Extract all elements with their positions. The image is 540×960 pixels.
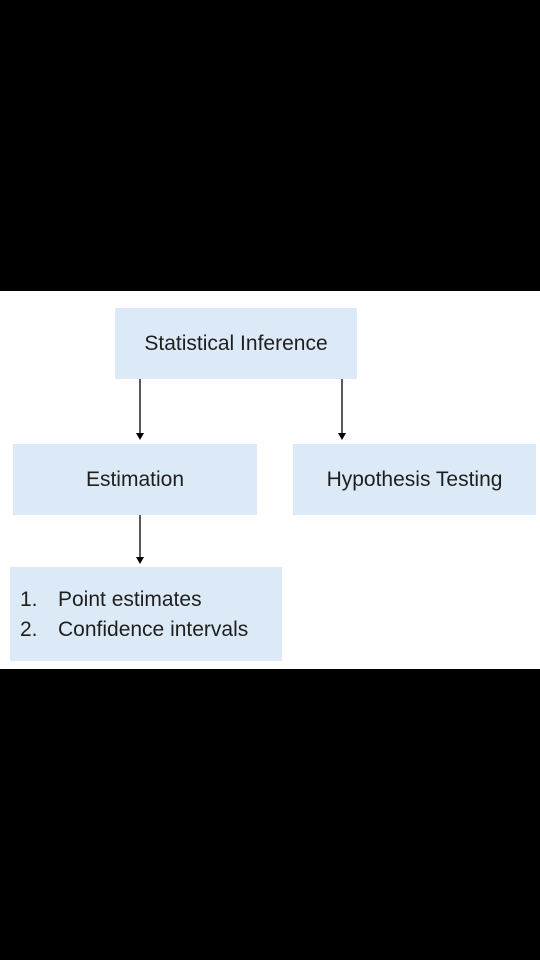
diagram-slide: Statistical Inference Estimation Hypothe… <box>0 291 540 669</box>
letterbox-bottom <box>0 669 540 960</box>
list-item: 1. Point estimates <box>20 585 282 615</box>
list-number: 2. <box>20 618 38 641</box>
node-statistical-inference: Statistical Inference <box>115 308 357 379</box>
letterbox-top <box>0 0 540 291</box>
node-label: Estimation <box>85 467 185 491</box>
edge-root-to-estimation <box>136 377 144 440</box>
node-estimation: Estimation <box>13 444 257 515</box>
connector-layer <box>136 377 346 564</box>
list-item: 2. Confidence intervals <box>20 615 282 645</box>
node-label: Hypothesis Testing <box>326 467 503 491</box>
list-number: 1. <box>20 588 38 611</box>
node-hypothesis-testing: Hypothesis Testing <box>293 444 536 515</box>
node-label: Statistical Inference <box>144 331 328 355</box>
node-estimation-methods: 1. Point estimates 2. Confidence interva… <box>10 567 282 661</box>
list-label: Confidence intervals <box>58 618 249 641</box>
edge-estimation-to-methods <box>136 515 144 564</box>
list-label: Point estimates <box>58 588 202 611</box>
edge-root-to-hypothesis <box>338 377 346 440</box>
